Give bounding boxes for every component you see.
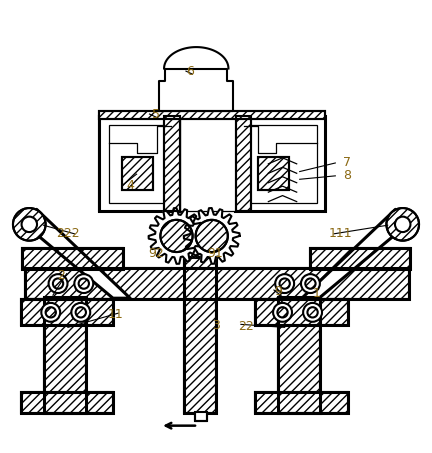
Polygon shape <box>164 47 229 68</box>
Bar <box>122 157 153 190</box>
Bar <box>258 157 289 190</box>
Bar <box>255 299 348 325</box>
Circle shape <box>301 274 320 293</box>
Polygon shape <box>22 209 130 298</box>
Bar <box>165 116 180 212</box>
Circle shape <box>49 274 67 293</box>
Circle shape <box>277 307 288 318</box>
Bar <box>235 116 325 212</box>
Bar <box>99 116 180 212</box>
Circle shape <box>275 274 294 293</box>
Circle shape <box>273 303 292 322</box>
Circle shape <box>46 307 56 318</box>
Text: 111: 111 <box>329 227 352 240</box>
Bar <box>278 297 320 413</box>
Bar <box>255 299 348 325</box>
Bar <box>25 268 409 299</box>
Bar <box>22 248 123 270</box>
Circle shape <box>71 303 90 322</box>
Circle shape <box>79 279 89 289</box>
Bar <box>194 412 207 420</box>
Polygon shape <box>159 68 233 111</box>
Bar <box>109 125 171 203</box>
Text: 6: 6 <box>186 65 194 77</box>
Polygon shape <box>149 208 204 264</box>
Bar <box>25 268 409 299</box>
Bar <box>258 157 289 190</box>
Polygon shape <box>184 208 240 264</box>
Text: 5: 5 <box>152 107 160 120</box>
Circle shape <box>308 307 318 318</box>
Bar <box>122 157 153 190</box>
Bar <box>21 299 113 325</box>
Text: 92: 92 <box>148 246 164 260</box>
Bar <box>236 116 251 212</box>
Bar <box>278 297 320 413</box>
Circle shape <box>74 274 93 293</box>
Polygon shape <box>302 209 410 298</box>
Bar <box>235 116 325 212</box>
Bar <box>44 297 86 413</box>
Bar <box>99 116 180 212</box>
Circle shape <box>13 208 46 241</box>
Circle shape <box>53 279 63 289</box>
Bar <box>99 111 325 119</box>
Bar <box>311 248 410 270</box>
Text: 3: 3 <box>212 319 220 332</box>
Circle shape <box>386 208 419 241</box>
Bar <box>236 116 251 212</box>
Bar <box>21 392 113 413</box>
Circle shape <box>305 279 316 289</box>
Text: 4: 4 <box>126 179 134 192</box>
Bar <box>21 392 113 413</box>
Text: 1: 1 <box>313 287 321 299</box>
Circle shape <box>41 303 60 322</box>
Text: 2: 2 <box>57 270 65 282</box>
Circle shape <box>22 217 37 232</box>
Text: 22: 22 <box>238 319 254 333</box>
Circle shape <box>303 303 322 322</box>
Text: 222: 222 <box>56 227 80 240</box>
Bar <box>311 248 410 270</box>
Bar <box>22 248 123 270</box>
Circle shape <box>160 220 193 252</box>
Text: 11: 11 <box>107 308 123 321</box>
Text: 9: 9 <box>274 285 282 298</box>
Text: 7: 7 <box>343 156 351 169</box>
Bar <box>244 125 317 203</box>
Bar <box>184 256 216 413</box>
Circle shape <box>395 217 410 232</box>
Bar <box>99 111 325 119</box>
Circle shape <box>76 307 86 318</box>
Bar <box>255 392 348 413</box>
Bar <box>44 297 86 413</box>
Circle shape <box>196 220 228 252</box>
Bar <box>184 256 216 413</box>
Bar <box>165 116 180 212</box>
Text: 8: 8 <box>343 169 351 183</box>
Circle shape <box>280 279 290 289</box>
Bar <box>180 116 236 212</box>
Bar <box>21 299 113 325</box>
Bar <box>255 392 348 413</box>
Text: 91: 91 <box>207 246 223 260</box>
